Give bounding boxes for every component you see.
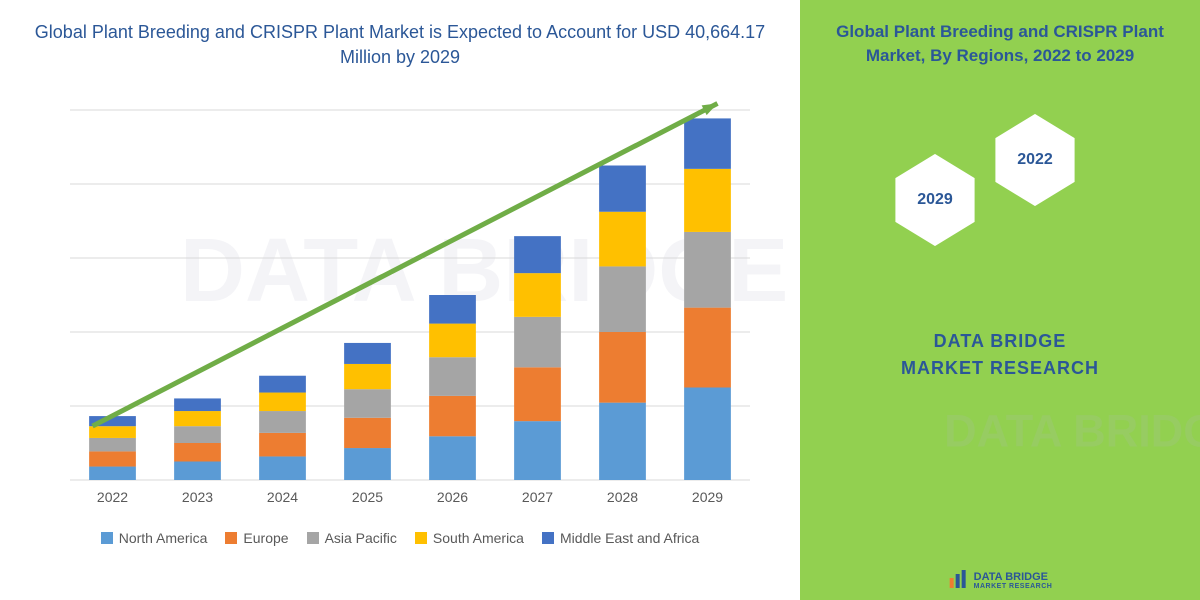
x-axis-label: 2022 [97, 489, 128, 505]
bar-segment [89, 438, 136, 451]
bar-segment [89, 467, 136, 480]
chart-title: Global Plant Breeding and CRISPR Plant M… [30, 20, 770, 70]
root-container: DATA BRIDGE Global Plant Breeding and CR… [0, 0, 1200, 600]
x-axis-label: 2026 [437, 489, 468, 505]
legend-label: Asia Pacific [325, 530, 397, 546]
bar-segment [344, 343, 391, 364]
hex-2029: 2029 [890, 148, 980, 252]
bar-segment [684, 232, 731, 308]
bar-segment [599, 212, 646, 267]
trend-arrow-head [702, 104, 718, 116]
bar-segment [429, 295, 476, 324]
legend-item: Europe [225, 530, 288, 546]
bar-segment [344, 418, 391, 448]
footer-text-line2: MARKET RESEARCH [974, 583, 1053, 590]
x-axis-label: 2027 [522, 489, 553, 505]
bar-segment [259, 411, 306, 433]
bar-segment [599, 332, 646, 403]
bar-segment [429, 324, 476, 358]
legend-label: South America [433, 530, 524, 546]
legend-swatch [101, 532, 113, 544]
logo-icon [948, 570, 968, 590]
bar-segment [174, 443, 221, 462]
footer-text: DATA BRIDGE MARKET RESEARCH [974, 571, 1053, 590]
x-axis-label: 2023 [182, 489, 213, 505]
bar-segment [174, 399, 221, 412]
chart-area: 2022 2023 2024 2025 2026 2027 2028 2029 [30, 100, 770, 520]
bar-segment [684, 308, 731, 388]
bar-segment [89, 452, 136, 467]
bar-segment [514, 422, 561, 481]
chart-legend: North America Europe Asia Pacific South Ame… [30, 530, 770, 546]
legend-label: North America [119, 530, 208, 546]
bar-segment [514, 274, 561, 318]
bar-segment [344, 364, 391, 389]
watermark-side: DATA BRIDGE [944, 406, 1200, 458]
bar-segment [514, 237, 561, 274]
legend-item: North America [101, 530, 208, 546]
bar-segment [684, 119, 731, 169]
bar-segment [684, 169, 731, 232]
bar-segment [684, 388, 731, 481]
legend-swatch [225, 532, 237, 544]
bar-segment [259, 376, 306, 393]
side-panel: Global Plant Breeding and CRISPR Plant M… [800, 0, 1200, 600]
bar-segment [259, 393, 306, 412]
hex-label-2022: 2022 [1017, 151, 1053, 169]
legend-item: South America [415, 530, 524, 546]
hexagon-group: 2029 2022 [820, 108, 1180, 288]
hex-2022: 2022 [990, 108, 1080, 212]
bar-segment [259, 433, 306, 457]
bar-segment [514, 317, 561, 367]
bar-segment [429, 396, 476, 436]
bar-segment [89, 427, 136, 439]
legend-item: Asia Pacific [307, 530, 397, 546]
x-axis-label: 2024 [267, 489, 298, 505]
bar-segment [429, 358, 476, 397]
legend-label: Europe [243, 530, 288, 546]
x-axis-label: 2025 [352, 489, 383, 505]
hex-label-2029: 2029 [917, 191, 953, 209]
bar-segment [174, 411, 221, 426]
bar-segment [174, 462, 221, 481]
brand-text: DATA BRIDGE MARKET RESEARCH [820, 328, 1180, 382]
bar-segment [599, 403, 646, 480]
x-axis-label: 2029 [692, 489, 723, 505]
bar-segment [344, 390, 391, 419]
footer-logo: DATA BRIDGE MARKET RESEARCH [948, 570, 1053, 590]
brand-line2: MARKET RESEARCH [820, 355, 1180, 382]
bar-segment [344, 448, 391, 480]
legend-swatch [542, 532, 554, 544]
side-title: Global Plant Breeding and CRISPR Plant M… [820, 20, 1180, 68]
bar-segment [599, 267, 646, 333]
bar-segment [259, 457, 306, 481]
bar-segment [174, 427, 221, 444]
bar-segment [599, 166, 646, 212]
bar-segment [429, 437, 476, 481]
legend-swatch [415, 532, 427, 544]
chart-panel: DATA BRIDGE Global Plant Breeding and CR… [0, 0, 800, 600]
footer-text-line1: DATA BRIDGE [974, 571, 1053, 583]
legend-label: Middle East and Africa [560, 530, 699, 546]
bar-segment [514, 368, 561, 422]
x-axis-label: 2028 [607, 489, 638, 505]
legend-swatch [307, 532, 319, 544]
brand-line1: DATA BRIDGE [820, 328, 1180, 355]
legend-item: Middle East and Africa [542, 530, 699, 546]
stacked-bar-chart: 2022 2023 2024 2025 2026 2027 2028 2029 [30, 100, 770, 520]
